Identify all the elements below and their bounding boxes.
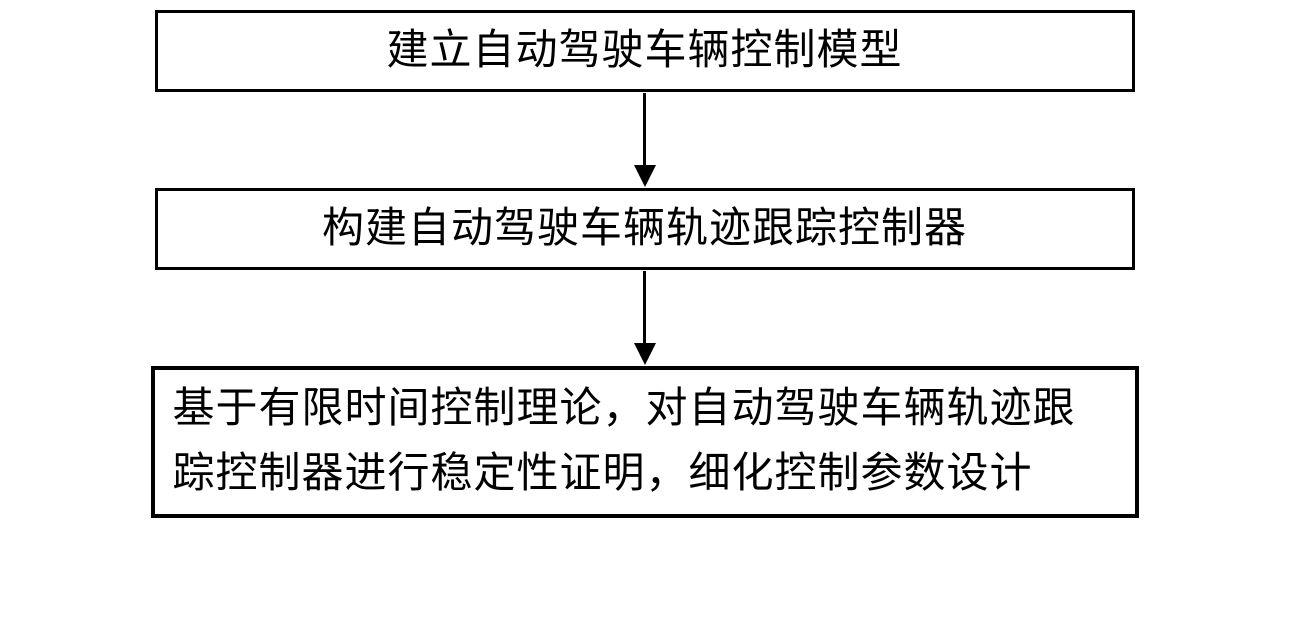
flowchart-arrow-2 [634,270,656,366]
flowchart-container: 建立自动驾驶车辆控制模型 构建自动驾驶车辆轨迹跟踪控制器 基于有限时间控制理论，… [0,10,1289,518]
flowchart-node-1-label: 建立自动驾驶车辆控制模型 [386,20,902,83]
arrow-line-icon [643,93,646,165]
arrow-head-icon [634,165,656,187]
flowchart-node-2: 构建自动驾驶车辆轨迹跟踪控制器 [155,188,1135,270]
flowchart-arrow-1 [634,92,656,188]
flowchart-node-2-label: 构建自动驾驶车辆轨迹跟踪控制器 [322,198,967,261]
arrow-line-icon [643,271,646,343]
arrow-head-icon [634,343,656,365]
flowchart-node-3-label: 基于有限时间控制理论，对自动驾驶车辆轨迹跟踪控制器进行稳定性证明，细化控制参数设… [173,377,1117,507]
flowchart-node-3: 基于有限时间控制理论，对自动驾驶车辆轨迹跟踪控制器进行稳定性证明，细化控制参数设… [151,366,1139,518]
flowchart-node-1: 建立自动驾驶车辆控制模型 [155,10,1135,92]
